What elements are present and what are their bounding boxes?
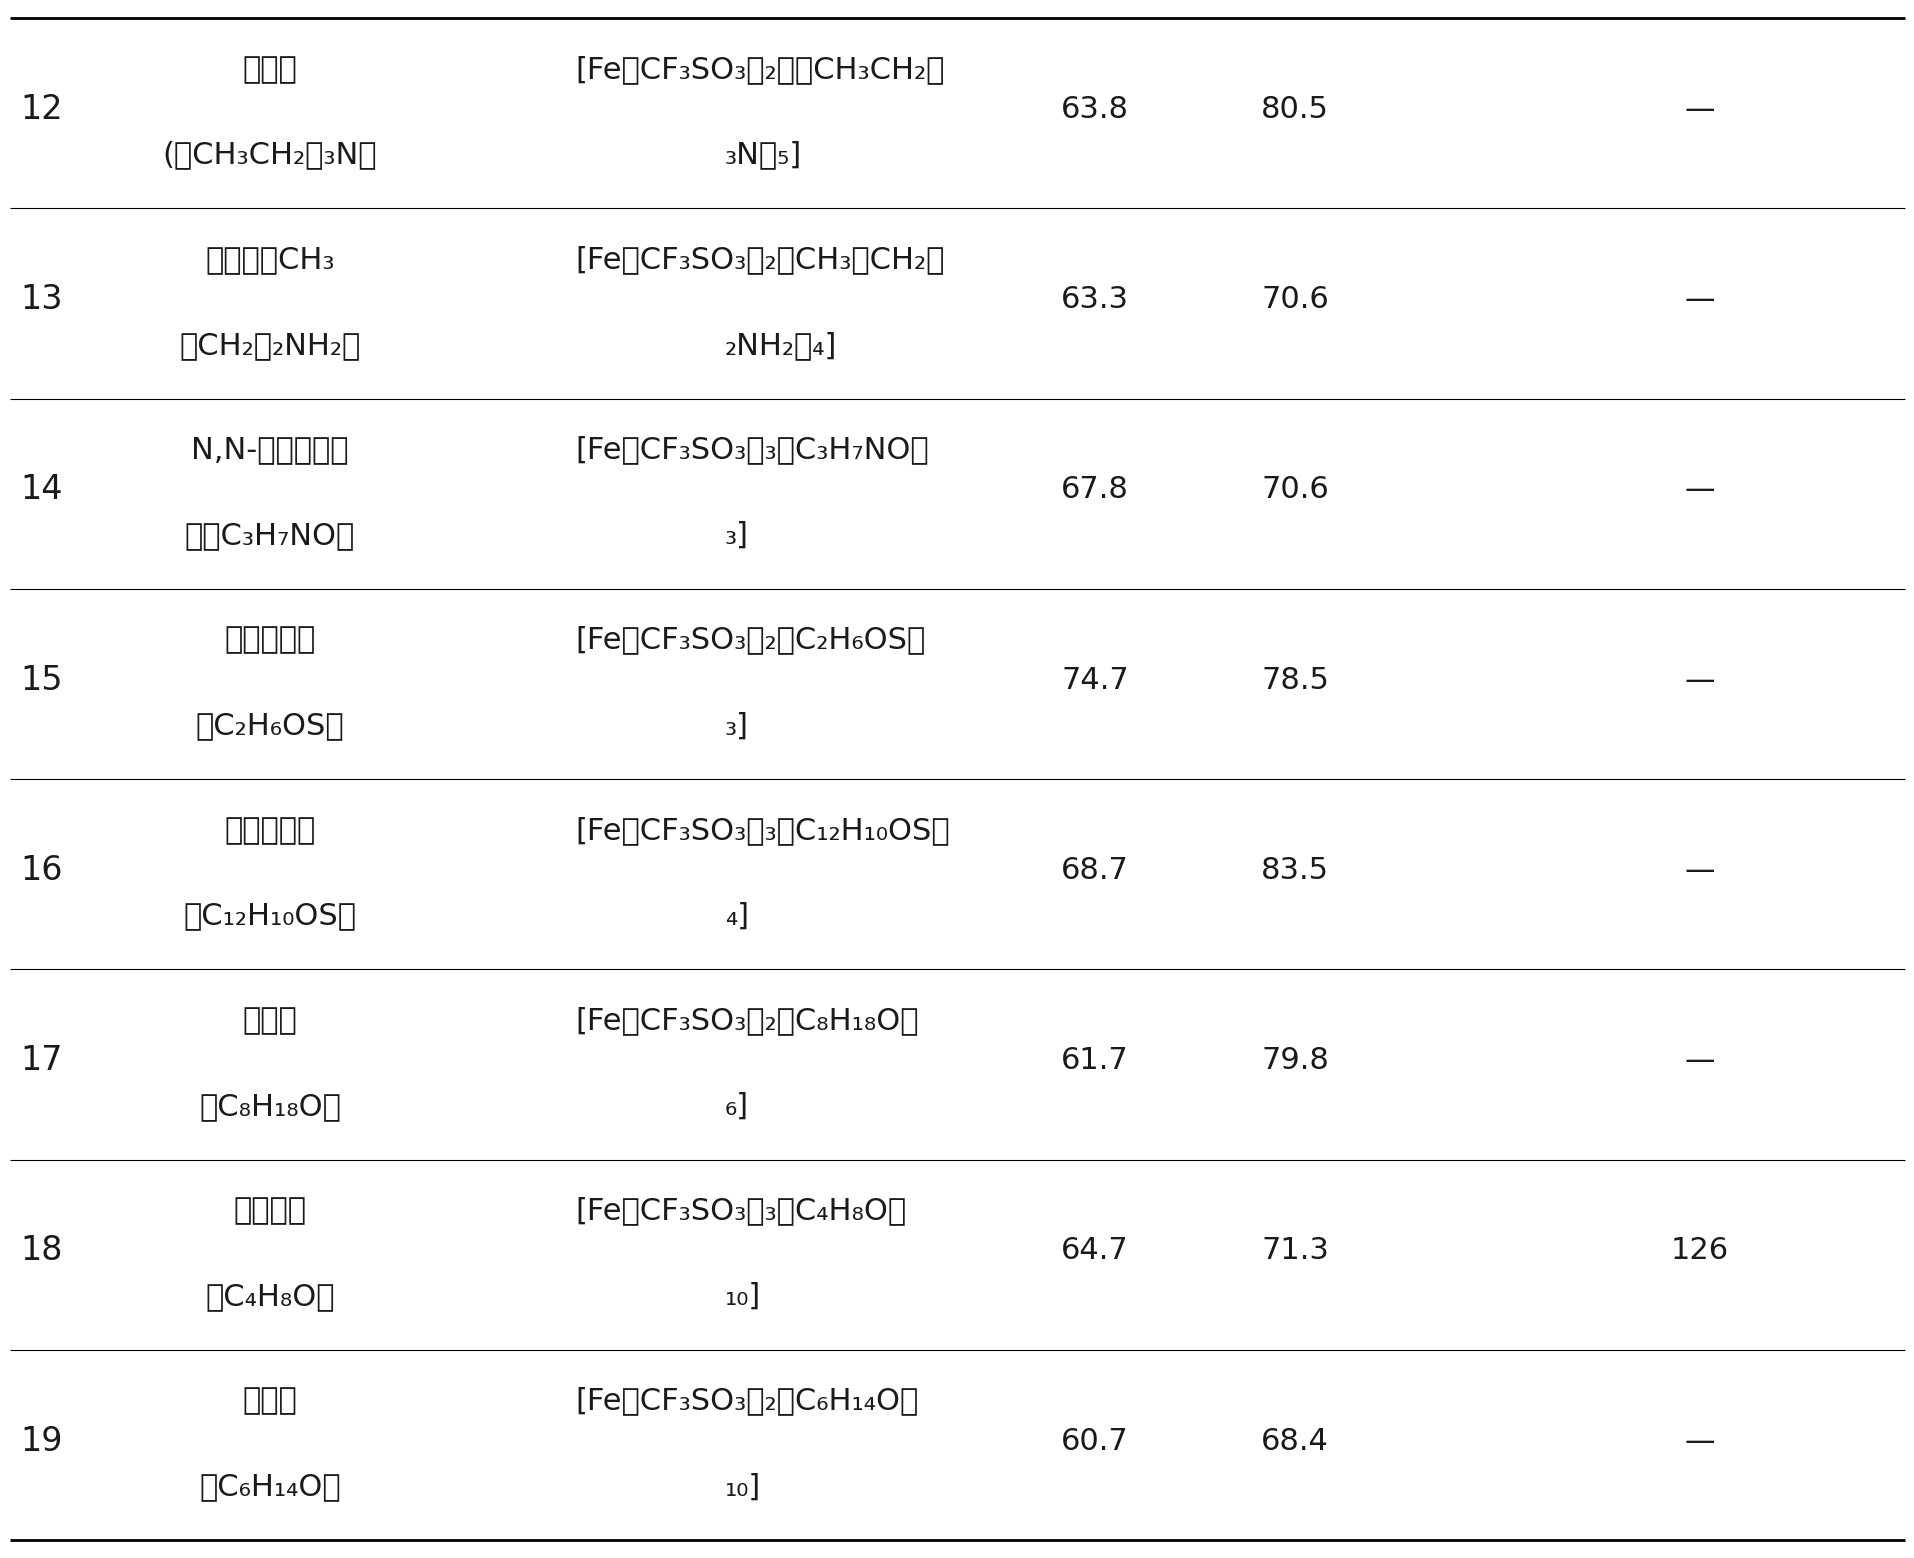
Text: (（CH₃CH₂）₃N）: (（CH₃CH₂）₃N） [163,140,377,170]
Text: ₄]: ₄] [725,902,748,930]
Text: 78.5: 78.5 [1261,665,1328,695]
Text: ₆]: ₆] [725,1092,748,1120]
Text: 71.3: 71.3 [1261,1237,1328,1265]
Text: [Fe（CF₃SO₃）₃（C₄H₈O）: [Fe（CF₃SO₃）₃（C₄H₈O） [574,1197,905,1226]
Text: 二甲基亚督: 二甲基亚督 [224,626,316,654]
Text: [Fe（CF₃SO₃）₃（C₃H₇NO）: [Fe（CF₃SO₃）₃（C₃H₇NO） [574,435,928,464]
Text: 18: 18 [21,1234,63,1267]
Text: （C₁₂H₁₀OS）: （C₁₂H₁₀OS） [184,902,356,930]
Text: （C₈H₁₈O）: （C₈H₁₈O） [199,1092,341,1120]
Text: 70.6: 70.6 [1261,475,1328,505]
Text: 63.3: 63.3 [1060,285,1129,315]
Text: N,N-二甲基甲酰: N,N-二甲基甲酰 [191,435,348,464]
Text: ₁₀]: ₁₀] [725,1472,762,1502]
Text: 二苯基亚督: 二苯基亚督 [224,816,316,844]
Text: 64.7: 64.7 [1060,1237,1127,1265]
Text: 17: 17 [21,1044,63,1077]
Text: —: — [1684,665,1715,695]
Text: 胺（C₃H₇NO）: 胺（C₃H₇NO） [186,520,354,550]
Text: （C₄H₈O）: （C₄H₈O） [205,1282,335,1310]
Text: [Fe（CF₃SO₃）₂（C₂H₆OS）: [Fe（CF₃SO₃）₂（C₂H₆OS） [574,626,924,654]
Text: [Fe（CF₃SO₃）₂（CH₃（CH₂）: [Fe（CF₃SO₃）₂（CH₃（CH₂） [574,245,944,274]
Text: ₃N）₅]: ₃N）₅] [725,140,802,170]
Text: —: — [1684,475,1715,505]
Text: 61.7: 61.7 [1060,1045,1127,1075]
Text: ₃]: ₃] [725,520,748,550]
Text: （C₆H₁₄O）: （C₆H₁₄O） [199,1472,341,1502]
Text: 16: 16 [21,854,63,887]
Text: 83.5: 83.5 [1259,855,1328,885]
Text: 12: 12 [21,93,63,126]
Text: （CH₂）₂NH₂）: （CH₂）₂NH₂） [180,330,360,360]
Text: 70.6: 70.6 [1261,285,1328,315]
Text: 79.8: 79.8 [1261,1045,1328,1075]
Text: （C₂H₆OS）: （C₂H₆OS） [195,712,345,740]
Text: —: — [1684,1045,1715,1075]
Text: ₃]: ₃] [725,712,748,740]
Text: 63.8: 63.8 [1060,95,1129,123]
Text: 19: 19 [21,1424,63,1458]
Text: 正丙醚: 正丙醚 [243,1387,297,1416]
Text: ₁₀]: ₁₀] [725,1282,762,1310]
Text: 126: 126 [1671,1237,1728,1265]
Text: 60.7: 60.7 [1060,1427,1127,1455]
Text: [Fe（CF₃SO₃）₂（C₆H₁₄O）: [Fe（CF₃SO₃）₂（C₆H₁₄O） [574,1387,919,1416]
Text: 68.4: 68.4 [1261,1427,1328,1455]
Text: —: — [1684,855,1715,885]
Text: 三乙胺: 三乙胺 [243,55,297,84]
Text: —: — [1684,285,1715,315]
Text: —: — [1684,1427,1715,1455]
Text: 异辛醇: 异辛醇 [243,1006,297,1035]
Text: 67.8: 67.8 [1060,475,1129,505]
Text: 80.5: 80.5 [1261,95,1328,123]
Text: 正丁胺（CH₃: 正丁胺（CH₃ [205,245,335,274]
Text: [Fe（CF₃SO₃）₃（C₁₂H₁₀OS）: [Fe（CF₃SO₃）₃（C₁₂H₁₀OS） [574,816,949,844]
Text: 74.7: 74.7 [1060,665,1127,695]
Text: 13: 13 [21,284,63,316]
Text: 四氢呅喂: 四氢呅喂 [234,1197,306,1226]
Text: 68.7: 68.7 [1060,855,1129,885]
Text: 14: 14 [21,474,63,506]
Text: ₂NH₂）₄]: ₂NH₂）₄] [725,330,836,360]
Text: [Fe（CF₃SO₃）₂（（CH₃CH₂）: [Fe（CF₃SO₃）₂（（CH₃CH₂） [574,55,944,84]
Text: 15: 15 [21,664,63,696]
Text: [Fe（CF₃SO₃）₂（C₈H₁₈O）: [Fe（CF₃SO₃）₂（C₈H₁₈O） [574,1006,919,1035]
Text: —: — [1684,95,1715,123]
